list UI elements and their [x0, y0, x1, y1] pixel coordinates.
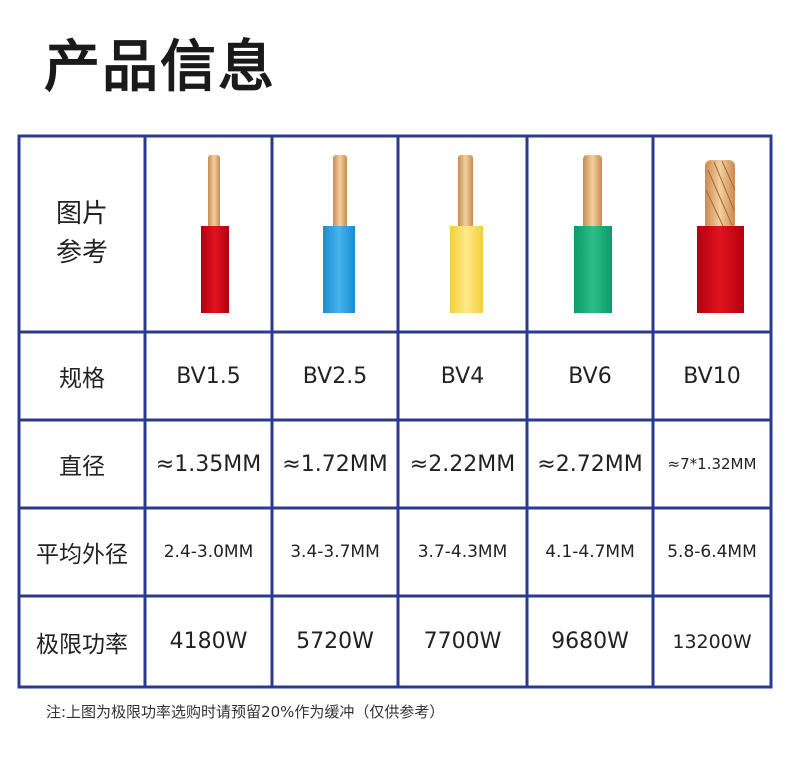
wire-bv1-5 — [201, 155, 229, 313]
row-label: 图片参考 — [55, 199, 108, 268]
cell-value: 2.4-3.0MM — [163, 542, 254, 562]
cell-value-cell: ≈7*1.32MM — [653, 420, 771, 508]
cell-value-cell: BV10 — [653, 332, 771, 420]
grid-lines — [17, 134, 773, 689]
row-label-cell: 极限功率 — [19, 596, 145, 687]
row-label-cell: 直径 — [19, 420, 145, 508]
cell-value-cell: ≈1.35MM — [145, 420, 272, 508]
cell-value: 3.7-4.3MM — [417, 542, 508, 562]
cell-value-cell: 4.1-4.7MM — [527, 508, 653, 596]
wire-bv10 — [697, 160, 744, 313]
cell-value: 5720W — [296, 629, 374, 654]
cell-value-cell: 3.4-3.7MM — [272, 508, 398, 596]
cell-value-cell: ≈1.72MM — [272, 420, 398, 508]
cell-value: ≈1.72MM — [282, 451, 388, 477]
cell-value: BV6 — [568, 363, 612, 389]
cell-value-cell: BV6 — [527, 332, 653, 420]
row-label: 直径 — [59, 454, 105, 480]
cell-value: 5.8-6.4MM — [667, 542, 757, 562]
cell-value-cell: BV4 — [398, 332, 527, 420]
cell-value: 9680W — [551, 629, 629, 654]
cell-value: BV1.5 — [176, 363, 241, 389]
row-label: 规格 — [59, 366, 105, 392]
cell-value: ≈7*1.32MM — [667, 455, 757, 473]
footnote: 注:上图为极限功率选购时请预留20%作为缓冲（仅供参考） — [46, 703, 445, 721]
cell-value-cell: 9680W — [527, 596, 653, 687]
row-label: 极限功率 — [36, 631, 128, 658]
cell-value: ≈2.22MM — [409, 451, 516, 477]
cell-value: 4.1-4.7MM — [545, 542, 635, 562]
cell-value-cell: 4180W — [145, 596, 272, 687]
cell-value: BV4 — [440, 363, 485, 389]
cell-value-cell: 3.7-4.3MM — [398, 508, 527, 596]
row-label-cell: 平均外径 — [19, 508, 145, 596]
wire-bv6 — [574, 155, 612, 313]
cell-value-cell: 2.4-3.0MM — [145, 508, 272, 596]
cell-value-cell: BV1.5 — [145, 332, 272, 420]
cell-value-cell: 13200W — [653, 596, 771, 687]
cell-value-cell: 7700W — [398, 596, 527, 687]
cell-value: BV10 — [683, 363, 741, 389]
row-label: 平均外径 — [36, 542, 128, 568]
cell-value: 4180W — [169, 629, 248, 654]
wire-bv2-5 — [323, 155, 355, 313]
wire-bv4 — [450, 155, 483, 313]
cell-value: ≈1.35MM — [155, 451, 262, 477]
row-label-cell: 图片参考 — [19, 136, 145, 332]
cell-value: BV2.5 — [302, 363, 368, 389]
row-label-cell: 规格 — [19, 332, 145, 420]
cell-value-cell: 5720W — [272, 596, 398, 687]
cell-value-cell: ≈2.72MM — [527, 420, 653, 508]
cell-value-cell: 5.8-6.4MM — [653, 508, 771, 596]
cell-value: ≈2.72MM — [537, 451, 643, 477]
cell-value: 3.4-3.7MM — [290, 542, 380, 562]
cell-value-cell: ≈2.22MM — [398, 420, 527, 508]
page-title: 产品信息 — [44, 35, 276, 100]
cell-value-cell: BV2.5 — [272, 332, 398, 420]
cell-value: 13200W — [672, 630, 752, 653]
cell-value: 7700W — [423, 629, 502, 654]
